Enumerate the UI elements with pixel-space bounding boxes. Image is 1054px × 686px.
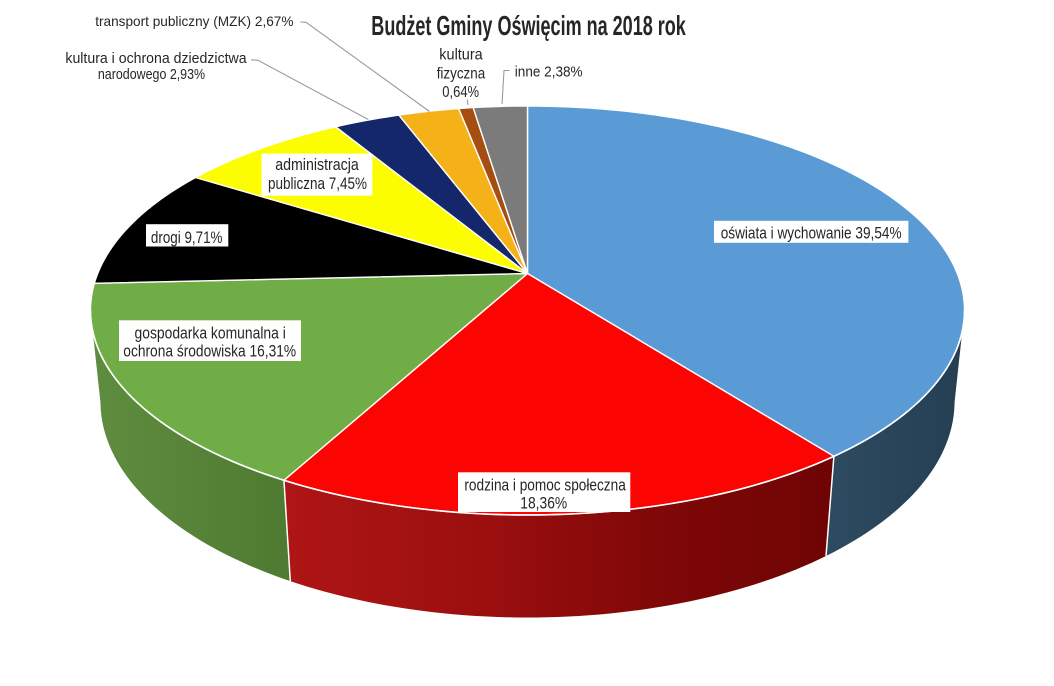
svg-text:transport publiczny (MZK) 2,67: transport publiczny (MZK) 2,67%	[95, 14, 293, 29]
svg-text:gospodarka komunalna i: gospodarka komunalna i	[135, 325, 286, 343]
svg-text:fizyczna: fizyczna	[437, 65, 486, 82]
svg-text:administracja: administracja	[275, 156, 359, 174]
svg-text:drogi 9,71%: drogi 9,71%	[151, 229, 223, 247]
svg-text:publiczna 7,45%: publiczna 7,45%	[268, 175, 367, 193]
svg-text:0,64%: 0,64%	[442, 84, 479, 101]
svg-text:Budżet Gminy Oświęcim na 2018: Budżet Gminy Oświęcim na 2018 rok	[371, 10, 686, 41]
svg-text:kultura: kultura	[439, 46, 483, 63]
svg-text:18,36%: 18,36%	[520, 494, 567, 512]
svg-text:narodowego 2,93%: narodowego 2,93%	[98, 67, 205, 83]
svg-text:ochrona środowiska 16,31%: ochrona środowiska 16,31%	[123, 342, 296, 360]
svg-text:oświata i wychowanie 39,54%: oświata i wychowanie 39,54%	[721, 224, 902, 242]
svg-text:inne 2,38%: inne 2,38%	[515, 63, 583, 80]
svg-text:rodzina i pomoc społeczna: rodzina i pomoc społeczna	[464, 476, 626, 494]
svg-text:kultura i ochrona dziedzictwa: kultura i ochrona dziedzictwa	[65, 51, 247, 67]
